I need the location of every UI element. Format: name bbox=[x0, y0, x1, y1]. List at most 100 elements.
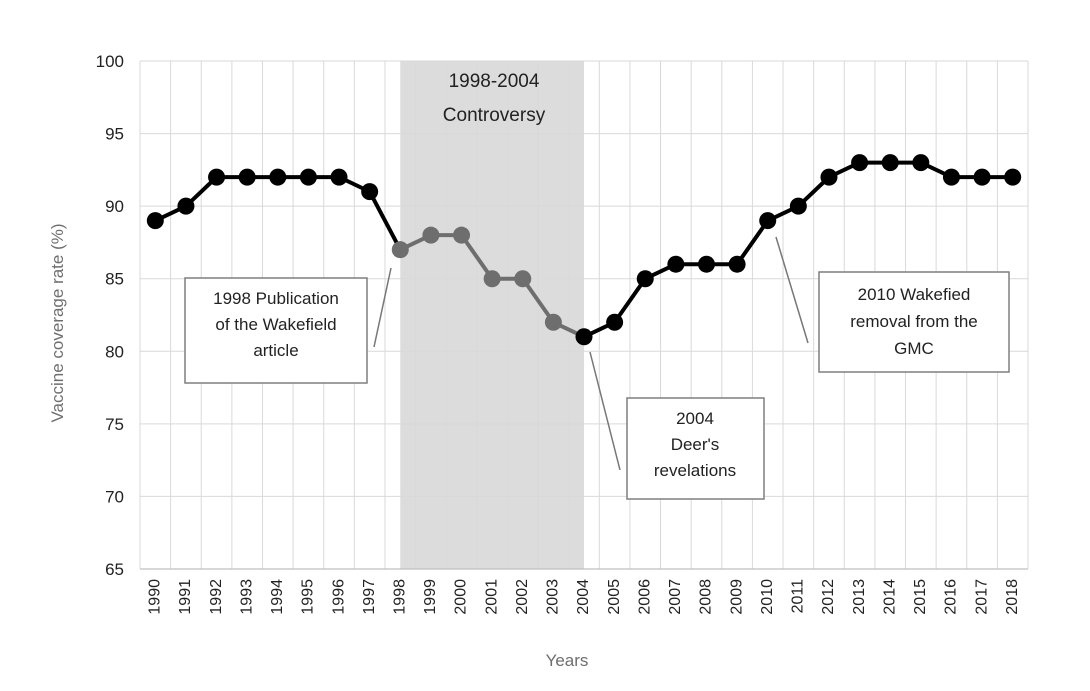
annotation-line: GMC bbox=[894, 339, 934, 358]
data-point bbox=[912, 154, 930, 172]
annotation-line: 1998 Publication bbox=[213, 289, 339, 308]
x-tick-label: 2000 bbox=[453, 579, 470, 615]
data-point bbox=[881, 154, 899, 172]
x-tick-label: 2011 bbox=[790, 579, 807, 614]
annotation-line: 2004 bbox=[676, 409, 714, 428]
annotation-box bbox=[626, 397, 765, 500]
data-point bbox=[391, 241, 409, 259]
data-point bbox=[667, 255, 685, 273]
line-segment bbox=[612, 276, 648, 325]
data-point bbox=[973, 168, 991, 186]
data-point bbox=[514, 270, 532, 288]
data-point bbox=[851, 154, 869, 172]
annotation-line: article bbox=[253, 341, 298, 360]
data-point bbox=[697, 255, 715, 273]
y-tick-label: 90 bbox=[105, 197, 124, 216]
band-label-line-1: 1998-2004 bbox=[449, 71, 540, 92]
annotation-wakefield-publication: 1998 Publication of the Wakefield articl… bbox=[184, 277, 368, 384]
x-tick-label: 2009 bbox=[728, 579, 745, 615]
x-tick-label: 2018 bbox=[1004, 579, 1021, 615]
leader-wakefield-publication bbox=[373, 267, 392, 348]
line-series bbox=[146, 154, 1022, 346]
x-tick-label: 2003 bbox=[545, 579, 562, 615]
x-tick-label: 2006 bbox=[636, 579, 653, 615]
grid bbox=[139, 60, 1029, 570]
x-tick-label: 1993 bbox=[238, 579, 255, 615]
data-point bbox=[177, 197, 195, 215]
x-tick-label: 2004 bbox=[575, 579, 592, 615]
line-segment bbox=[459, 233, 495, 281]
data-point bbox=[820, 168, 838, 186]
y-tick-label: 75 bbox=[105, 415, 124, 434]
data-point bbox=[483, 270, 501, 288]
data-point bbox=[299, 168, 317, 186]
x-tick-label: 2014 bbox=[881, 579, 898, 615]
x-tick-label: 1991 bbox=[177, 579, 194, 615]
x-tick-label: 2015 bbox=[912, 579, 929, 615]
annotation-deer-revelations: 2004 Deer's revelations bbox=[626, 397, 765, 500]
annotation-wakefield-removal: 2010 Wakefied removal from the GMC bbox=[818, 271, 1010, 373]
x-tick-label: 2002 bbox=[514, 579, 531, 615]
x-tick-label: 1990 bbox=[147, 579, 164, 615]
y-tick-label: 85 bbox=[105, 270, 124, 289]
data-point bbox=[361, 183, 379, 201]
data-point bbox=[544, 313, 562, 331]
x-tick-label: 1994 bbox=[269, 579, 286, 615]
x-tick-label: 2005 bbox=[606, 579, 623, 615]
data-point bbox=[146, 212, 164, 230]
band-label-line-2: Controversy bbox=[443, 105, 546, 126]
x-tick-label: 2013 bbox=[851, 579, 868, 615]
annotation-line: 2010 Wakefied bbox=[858, 285, 971, 304]
x-tick-label: 1995 bbox=[300, 579, 317, 615]
line-segment bbox=[735, 218, 770, 267]
data-point bbox=[1004, 168, 1022, 186]
data-point bbox=[453, 226, 471, 244]
controversy-band-label: 1998-2004 Controversy bbox=[443, 71, 546, 126]
y-tick-label: 65 bbox=[105, 560, 124, 579]
annotation-line: Deer's bbox=[671, 435, 720, 454]
x-tick-label: 2016 bbox=[943, 579, 960, 615]
data-point bbox=[330, 168, 348, 186]
data-point bbox=[238, 168, 256, 186]
data-point bbox=[636, 270, 654, 288]
line-segment bbox=[520, 276, 556, 325]
leader-wakefield-removal bbox=[775, 236, 809, 344]
data-point bbox=[606, 313, 624, 331]
annotation-line: of the Wakefield bbox=[215, 315, 336, 334]
x-tick-label: 2017 bbox=[973, 579, 990, 615]
x-tick-label: 1996 bbox=[330, 579, 347, 615]
y-tick-label: 80 bbox=[105, 342, 124, 361]
data-point bbox=[269, 168, 287, 186]
y-tick-label: 70 bbox=[105, 487, 124, 506]
x-tick-label: 1999 bbox=[422, 579, 439, 615]
annotation-line: removal from the bbox=[850, 312, 978, 331]
data-point bbox=[728, 255, 746, 273]
annotation-leaders bbox=[373, 236, 809, 471]
x-tick-label: 1997 bbox=[361, 579, 378, 615]
x-tick-label: 2012 bbox=[820, 579, 837, 615]
x-tick-label: 2010 bbox=[759, 579, 776, 615]
x-tick-label: 1992 bbox=[208, 579, 225, 615]
x-axis-title: Years bbox=[546, 651, 589, 670]
data-point bbox=[942, 168, 960, 186]
leader-deer-revelations bbox=[589, 351, 621, 471]
axes: 65 70 75 80 85 90 95 100 1990 1991 1992 1993 1994 199… bbox=[96, 52, 1028, 615]
x-tick-label: 2007 bbox=[667, 579, 684, 615]
annotation-box bbox=[184, 277, 368, 384]
y-tick-label: 95 bbox=[105, 125, 124, 144]
y-tick-label: 100 bbox=[96, 52, 124, 71]
y-axis-title: Vaccine coverage rate (%) bbox=[48, 223, 67, 422]
annotations: 1998 Publication of the Wakefield articl… bbox=[184, 271, 1010, 500]
data-point bbox=[789, 197, 807, 215]
x-tick-label: 1998 bbox=[391, 579, 408, 615]
annotation-box bbox=[818, 271, 1010, 373]
data-point bbox=[759, 212, 777, 230]
data-point bbox=[208, 168, 226, 186]
data-point bbox=[422, 226, 440, 244]
annotation-line: revelations bbox=[654, 461, 736, 480]
x-tick-label: 2008 bbox=[698, 579, 715, 615]
data-point bbox=[575, 328, 593, 346]
line-segment bbox=[367, 189, 403, 252]
x-tick-label: 2001 bbox=[483, 579, 500, 615]
